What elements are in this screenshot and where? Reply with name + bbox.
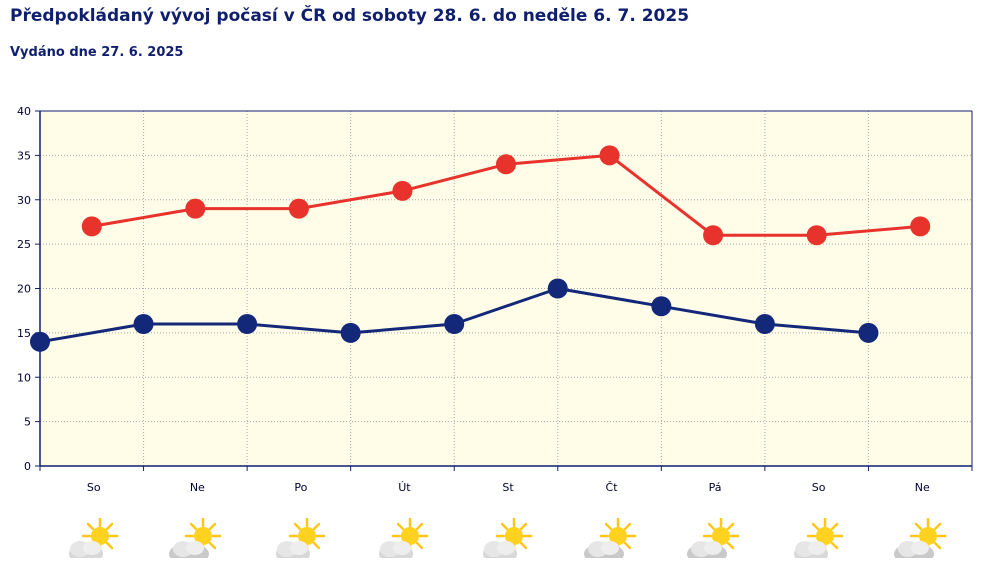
x-tick-label: Út	[398, 481, 411, 494]
weather-icon-row	[0, 517, 991, 562]
x-tick-label: Ne	[190, 481, 205, 494]
cloud-with-sun-icon	[580, 517, 644, 562]
x-tick-label: So	[812, 481, 826, 494]
x-tick-label: Pá	[709, 481, 722, 494]
data-point-max	[81, 216, 102, 237]
issued-date: Vydáno dne 27. 6. 2025	[10, 45, 184, 60]
data-point-max	[806, 225, 827, 246]
sun-behind-cloud-icon	[269, 517, 333, 562]
sun-behind-cloud-icon	[62, 517, 126, 562]
data-point-max	[599, 145, 620, 166]
x-tick-label: Po	[294, 481, 307, 494]
y-tick-label: 0	[24, 460, 31, 473]
data-point-min	[754, 314, 775, 334]
y-tick-label: 10	[17, 371, 31, 384]
y-tick-label: 30	[17, 194, 31, 207]
data-point-max	[703, 225, 724, 246]
y-tick-label: 15	[17, 327, 31, 340]
data-point-min	[444, 314, 465, 334]
cloud-with-sun-icon	[683, 517, 747, 562]
data-point-min	[30, 331, 50, 352]
data-point-min	[237, 314, 258, 334]
data-point-min	[651, 296, 672, 317]
y-tick-label: 25	[17, 238, 31, 251]
data-point-min	[340, 322, 361, 343]
data-point-min	[547, 278, 568, 299]
y-tick-label: 20	[17, 283, 31, 296]
cloud-with-sun-icon	[890, 517, 954, 562]
data-point-max	[496, 154, 516, 175]
temperature-chart: 0 5 10 15 20 25 30 35 40 So Ne Po Út St Čt Pá So Ne	[17, 105, 973, 494]
data-point-min	[858, 322, 879, 343]
y-tick-label: 40	[17, 105, 31, 118]
cloud-with-sun-icon	[165, 517, 229, 562]
data-point-max	[185, 198, 206, 219]
data-point-max	[288, 198, 309, 219]
x-tick-label: Čt	[606, 481, 619, 494]
x-tick-label: St	[502, 481, 514, 494]
y-tick-label: 35	[17, 149, 31, 162]
y-tick-label: 5	[24, 416, 31, 429]
x-tick-label: Ne	[915, 481, 930, 494]
data-point-max	[910, 216, 931, 237]
sun-behind-cloud-icon	[372, 517, 436, 562]
data-point-max	[392, 180, 413, 201]
sun-behind-cloud-icon	[476, 517, 540, 562]
sun-behind-cloud-icon	[787, 517, 851, 562]
data-point-min	[133, 314, 154, 334]
x-tick-label: So	[87, 481, 101, 494]
chart-title: Předpokládaný vývoj počasí v ČR od sobot…	[10, 6, 690, 26]
